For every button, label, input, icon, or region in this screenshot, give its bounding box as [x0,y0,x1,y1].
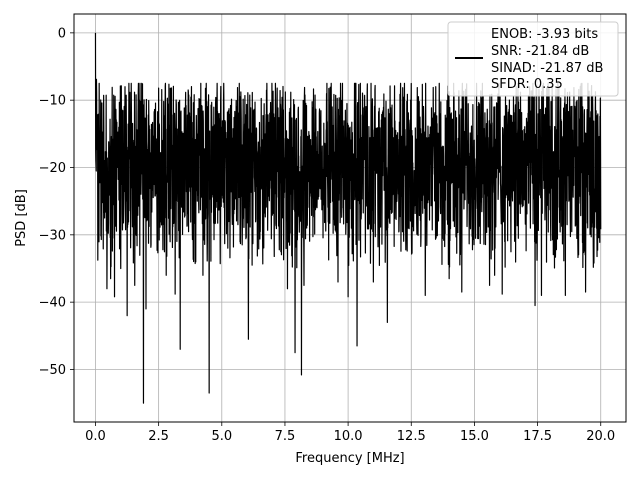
series-layer [94,32,602,404]
legend-line-3: SINAD: -21.87 dB [491,61,603,76]
x-tick-label: 12.5 [397,429,426,444]
psd-series-line [94,32,602,404]
y-tick-label: 0 [58,26,66,41]
y-axis-label: PSD [dB] [14,189,29,247]
x-tick-label: 17.5 [523,429,552,444]
y-tick-label: −30 [39,228,66,243]
x-tick-label: 10.0 [334,429,363,444]
y-ticks: 0 −10 −20 −30 −40 −50 [39,26,74,378]
legend-line-4: SFDR: 0.35 [491,77,563,92]
legend-line-1: ENOB: -3.93 bits [491,27,598,42]
x-tick-label: 2.5 [148,429,169,444]
x-tick-label: 7.5 [275,429,296,444]
y-tick-label: −20 [39,161,66,176]
legend-line-2: SNR: -21.84 dB [491,44,589,59]
y-tick-label: −40 [39,296,66,311]
y-tick-label: −50 [39,363,66,378]
x-tick-label: 20.0 [586,429,615,444]
x-tick-label: 15.0 [460,429,489,444]
axes-frame [73,13,627,423]
x-tick-label: 0.0 [85,429,106,444]
legend: ENOB: -3.93 bits SNR: -21.84 dB SINAD: -… [447,21,619,97]
x-ticks: 0.0 2.5 5.0 7.5 10.0 12.5 15.0 17.5 20.0 [85,422,615,444]
x-tick-label: 5.0 [211,429,232,444]
legend-box [447,21,619,97]
x-axis-label: Frequency [MHz] [295,451,404,466]
y-tick-label: −10 [39,94,66,109]
